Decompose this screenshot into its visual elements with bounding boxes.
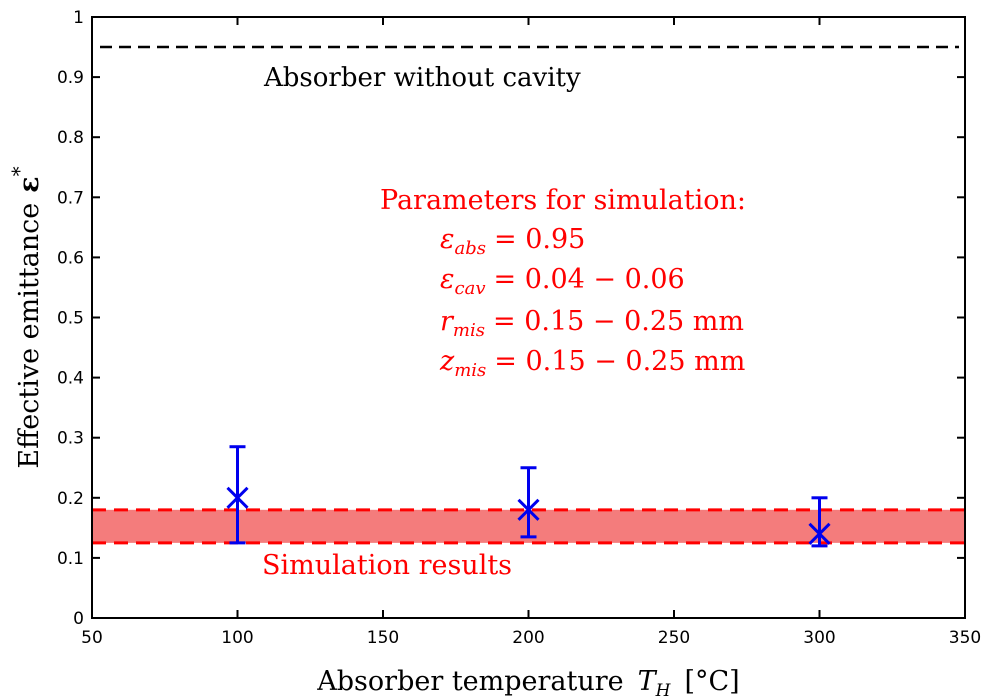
measurement-point xyxy=(226,445,249,545)
axis-tick-labels: 50 100 150 200 250 300 350 0 0.1 0.2 0.3 0.4 0.5 0.6 0… xyxy=(57,8,981,648)
x-axis-symbol: T xyxy=(638,666,658,697)
y-axis-label-text: Effective emittance xyxy=(14,203,45,469)
y-tick-label: 0.4 xyxy=(57,369,84,389)
y-tick-label: 0.6 xyxy=(57,248,84,268)
y-tick-label: 0.7 xyxy=(57,188,84,208)
parameter-line-eps-cav: εcav = 0.04 − 0.06 xyxy=(440,264,685,299)
parameter-symbol: z xyxy=(439,346,455,377)
parameter-symbol: r xyxy=(440,306,455,337)
parameter-symbol: ε xyxy=(440,264,455,295)
y-tick-label: 0.1 xyxy=(57,549,84,569)
x-tick-label: 250 xyxy=(658,628,690,648)
parameters-title: Parameters for simulation: xyxy=(380,185,746,216)
marker-x-stroke xyxy=(226,486,249,509)
parameter-subscript: mis xyxy=(453,320,485,341)
parameter-line-eps-abs: εabs = 0.95 xyxy=(440,224,585,259)
y-tick-label: 0.2 xyxy=(57,489,84,509)
parameter-symbol: ε xyxy=(440,224,455,255)
parameter-value: = 0.04 − 0.06 xyxy=(493,264,684,295)
simulation-parameters: Parameters for simulation: εabs = 0.95 εc… xyxy=(380,185,746,381)
simulation-band-label: Simulation results xyxy=(262,550,512,581)
parameter-subscript: abs xyxy=(455,238,487,259)
x-tick-label: 200 xyxy=(512,628,544,648)
x-axis-label-text: Absorber temperature xyxy=(316,666,623,697)
measurement-series xyxy=(226,445,831,548)
measurement-point xyxy=(517,466,540,539)
parameter-line-r-mis: rmis = 0.15 − 0.25 mm xyxy=(440,306,744,341)
x-axis-symbol-subscript: H xyxy=(655,681,672,700)
y-tick-label: 0 xyxy=(73,609,84,629)
marker-x-stroke xyxy=(808,522,831,545)
parameter-line-z-mis: zmis = 0.15 − 0.25 mm xyxy=(439,346,745,381)
parameter-subscript: mis xyxy=(454,360,486,381)
y-axis-symbol: ε xyxy=(14,176,45,192)
x-tick-label: 50 xyxy=(81,628,103,648)
x-tick-label: 300 xyxy=(803,628,835,648)
x-tick-label: 350 xyxy=(949,628,981,648)
x-tick-label: 100 xyxy=(221,628,253,648)
parameter-value: = 0.15 − 0.25 mm xyxy=(493,306,744,337)
x-axis-title: Absorber temperature TH [°C] xyxy=(316,666,739,700)
parameter-subscript: cav xyxy=(455,278,486,299)
x-axis-unit: [°C] xyxy=(684,666,739,697)
y-axis-symbol-superscript: * xyxy=(7,166,31,176)
y-tick-label: 1 xyxy=(73,8,84,28)
y-tick-label: 0.9 xyxy=(57,68,84,88)
measurement-point xyxy=(808,496,831,548)
x-tick-label: 150 xyxy=(367,628,399,648)
y-axis-title: Effective emittance ε* xyxy=(7,166,45,468)
y-tick-label: 0.5 xyxy=(57,309,84,329)
reference-line-label: Absorber without cavity xyxy=(263,63,581,93)
marker-x-stroke xyxy=(517,498,540,521)
y-tick-label: 0.3 xyxy=(57,429,84,449)
y-tick-label: 0.8 xyxy=(57,128,84,148)
parameter-value: = 0.95 xyxy=(494,224,585,255)
parameter-value: = 0.15 − 0.25 mm xyxy=(494,346,745,377)
axis-ticks xyxy=(91,16,966,619)
